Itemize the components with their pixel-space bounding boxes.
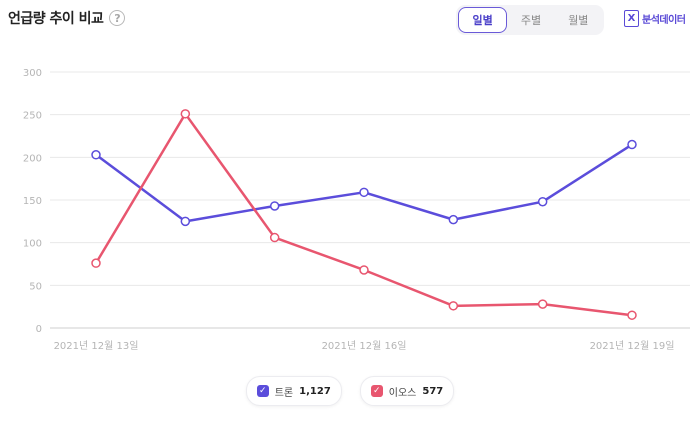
x-tick-label: 2021년 12월 19일	[590, 340, 675, 352]
series-2-point	[627, 310, 637, 320]
series-1-point	[91, 150, 101, 160]
series-1-point	[180, 216, 191, 227]
legend-series-1-total: 1,127	[299, 385, 331, 397]
series-1-point	[627, 139, 637, 150]
y-tick-label: 250	[23, 111, 42, 122]
series-2-point	[359, 265, 369, 275]
x-tick-label: 2021년 12월 16일	[322, 340, 407, 352]
y-tick-label: 300	[23, 68, 42, 79]
export-data-label: 분석데이터	[642, 15, 686, 26]
series-2-point	[269, 232, 280, 243]
checkbox-checked-icon: ✓	[256, 385, 269, 397]
checkbox-checked-icon: ✓	[370, 385, 383, 397]
y-tick-label: 0	[36, 324, 42, 335]
series-2-point	[448, 301, 459, 311]
y-tick-label: 50	[29, 281, 42, 292]
legend-series-1-name: 트론	[274, 387, 294, 399]
excel-icon: X	[624, 10, 639, 27]
series-1-line	[95, 143, 633, 223]
chart-title: 언급량 추이 비교	[8, 11, 104, 27]
period-monthly-button[interactable]: 월별	[568, 14, 589, 27]
series-2-point	[537, 299, 548, 309]
export-data-button[interactable]: X 분석데이터	[624, 10, 686, 27]
series-1-point	[269, 201, 280, 211]
y-tick-label: 200	[23, 153, 42, 164]
legend-item-series-2[interactable]: ✓ 이오스 577	[359, 376, 455, 406]
series-1-point	[448, 214, 459, 225]
period-toggle: 일별 주별 월별	[456, 5, 604, 35]
period-weekly-button[interactable]: 주별	[520, 14, 542, 27]
help-icon[interactable]: ?	[109, 10, 126, 26]
series-2-point	[91, 258, 101, 268]
legend-series-2-total: 577	[422, 385, 444, 397]
chart-header: 언급량 추이 비교 ?	[8, 8, 126, 28]
legend-item-series-1[interactable]: ✓ 트론 1,127	[245, 376, 342, 406]
y-tick-label: 150	[23, 196, 42, 207]
series-1-point	[537, 196, 548, 207]
y-tick-label: 100	[23, 239, 42, 250]
legend-series-2-name: 이오스	[388, 387, 417, 399]
series-2-point	[180, 109, 191, 119]
legend: ✓ 트론 1,127 ✓ 이오스 577	[0, 376, 700, 406]
x-tick-label: 2021년 12월 13일	[54, 340, 139, 352]
period-daily-button[interactable]: 일별	[458, 7, 508, 33]
series-1-point	[359, 187, 369, 198]
